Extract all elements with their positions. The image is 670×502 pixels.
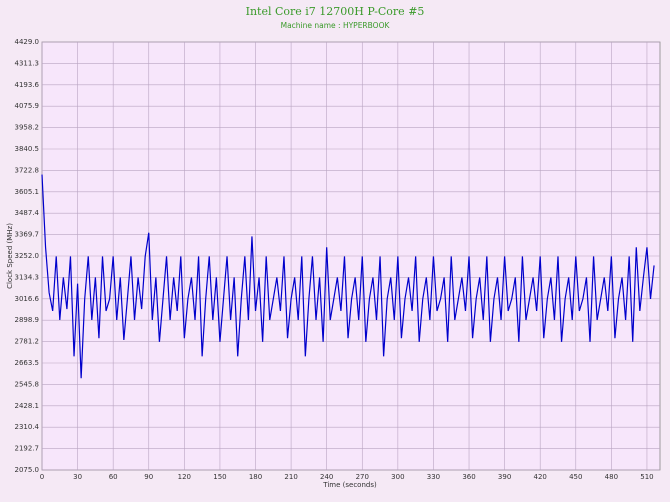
y-tick-label: 3369.7 xyxy=(15,231,40,239)
y-axis-label: Clock Speed (MHz) xyxy=(6,223,14,289)
x-tick-label: 450 xyxy=(569,473,582,481)
x-tick-label: 90 xyxy=(144,473,153,481)
chart-title: Intel Core i7 12700H P-Core #5 xyxy=(246,5,425,18)
y-tick-label: 3134.3 xyxy=(15,273,40,281)
y-tick-label: 4193.6 xyxy=(15,81,40,89)
y-tick-label: 4075.9 xyxy=(15,102,40,110)
x-tick-label: 180 xyxy=(249,473,262,481)
x-tick-label: 420 xyxy=(534,473,547,481)
y-tick-label: 3958.2 xyxy=(15,124,40,132)
x-tick-label: 360 xyxy=(462,473,475,481)
y-tick-label: 2075.0 xyxy=(15,466,40,474)
chart-subtitle: Machine name : HYPERBOOK xyxy=(281,21,391,30)
y-tick-label: 2663.5 xyxy=(15,359,40,367)
y-tick-label: 2781.2 xyxy=(15,338,40,346)
y-tick-label: 2192.7 xyxy=(15,445,40,453)
x-tick-label: 510 xyxy=(640,473,653,481)
y-tick-label: 3252.0 xyxy=(15,252,40,260)
y-tick-label: 3487.4 xyxy=(15,209,40,217)
x-tick-label: 270 xyxy=(356,473,369,481)
y-tick-label: 3016.6 xyxy=(15,295,40,303)
x-axis-label: Time (seconds) xyxy=(322,481,377,489)
x-tick-label: 60 xyxy=(109,473,118,481)
y-tick-label: 4429.0 xyxy=(15,38,40,46)
x-tick-label: 210 xyxy=(284,473,297,481)
x-tick-label: 240 xyxy=(320,473,333,481)
x-tick-label: 120 xyxy=(178,473,191,481)
x-tick-label: 390 xyxy=(498,473,511,481)
y-tick-label: 3722.8 xyxy=(15,166,40,174)
x-tick-label: 330 xyxy=(427,473,440,481)
data-line xyxy=(41,174,655,379)
y-tick-label: 2898.9 xyxy=(15,316,40,324)
y-tick-label: 3840.5 xyxy=(15,145,40,153)
x-tick-label: 150 xyxy=(213,473,226,481)
y-tick-label: 2545.8 xyxy=(15,380,40,388)
y-tick-label: 2428.1 xyxy=(15,402,40,410)
x-tick-label: 0 xyxy=(40,473,44,481)
y-tick-label: 2310.4 xyxy=(15,423,40,431)
y-tick-label: 4311.3 xyxy=(15,59,40,67)
x-tick-label: 300 xyxy=(391,473,404,481)
x-tick-label: 480 xyxy=(605,473,618,481)
y-tick-label: 3605.1 xyxy=(15,188,40,196)
x-tick-label: 30 xyxy=(73,473,82,481)
